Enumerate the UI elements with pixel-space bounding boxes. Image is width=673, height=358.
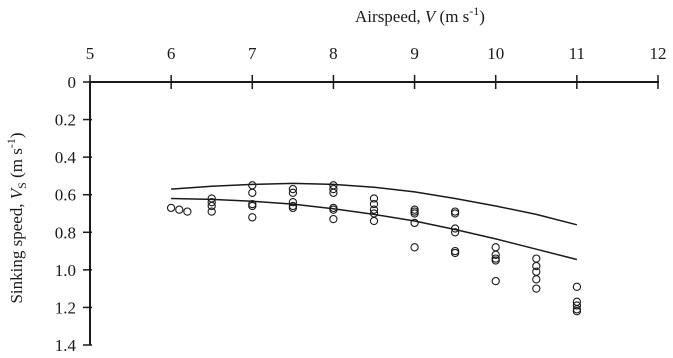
data-point (491, 256, 500, 265)
upper-fit-curve (171, 182, 578, 226)
x-ticks: 5 6 7 8 9 10 11 12 (86, 44, 667, 89)
x-tick-label: 7 (248, 44, 257, 63)
data-point (183, 207, 192, 216)
data-point (248, 213, 257, 222)
data-point (207, 207, 216, 216)
x-tick-label: 10 (487, 44, 504, 63)
data-point (572, 282, 582, 291)
data-point (572, 307, 582, 316)
data-point (532, 284, 541, 293)
data-point (450, 209, 460, 218)
data-point (450, 224, 460, 233)
y-tick-label: 1.0 (55, 261, 76, 280)
data-point (329, 214, 338, 224)
data-point (248, 201, 257, 211)
data-point (329, 205, 338, 214)
data-point (410, 243, 419, 252)
x-tick-label: 11 (569, 44, 585, 63)
data-point (248, 188, 257, 197)
y-tick-label: 0.8 (55, 223, 76, 242)
data-point (369, 194, 379, 203)
data-point (491, 250, 500, 259)
data-point (491, 276, 500, 286)
x-tick-label: 8 (329, 44, 338, 63)
fit-curves (171, 182, 578, 261)
x-tick-label: 5 (86, 44, 95, 63)
y-tick-label: 1.4 (55, 336, 77, 355)
data-point (329, 184, 338, 194)
x-axis-label: Airspeed, V (m s-1) (355, 4, 485, 26)
data-point (329, 188, 338, 197)
y-tick-label: 0.6 (55, 186, 76, 205)
y-tick-label: 0.2 (55, 111, 76, 130)
data-point (532, 261, 541, 271)
y-axis-label: Sinking speed, VS (m s-1) (4, 132, 29, 303)
data-points (166, 181, 582, 316)
data-point (532, 275, 541, 284)
data-point (207, 198, 216, 207)
data-point (450, 228, 460, 237)
y-ticks: 0 0.2 0.4 0.6 0.8 1.0 1.2 1.4 (55, 73, 92, 355)
data-point (410, 218, 419, 228)
lower-fit-curve (171, 197, 578, 261)
axes (89, 81, 659, 345)
data-point (532, 254, 541, 263)
y-axis-title: Sinking speed, VS (m s-1) (4, 132, 29, 303)
data-point (175, 205, 184, 214)
data-point (288, 188, 298, 197)
data-point (288, 203, 298, 213)
data-point (572, 301, 582, 310)
data-point (288, 198, 298, 207)
y-tick-label: 1.2 (55, 298, 76, 317)
x-tick-label: 6 (167, 44, 176, 63)
x-tick-label: 9 (410, 44, 419, 63)
data-point (369, 205, 379, 214)
x-tick-label: 12 (650, 44, 667, 63)
y-tick-label: 0.4 (55, 148, 77, 167)
x-axis-title: Airspeed, V (m s-1) (355, 4, 485, 26)
data-point (410, 209, 419, 218)
data-point (288, 184, 298, 194)
data-point (491, 243, 500, 252)
data-point (166, 203, 176, 213)
y-tick-label: 0 (68, 73, 77, 92)
data-point (248, 181, 257, 190)
data-point (369, 199, 379, 209)
data-point (369, 216, 379, 226)
data-point (207, 201, 216, 211)
data-point (450, 248, 460, 258)
